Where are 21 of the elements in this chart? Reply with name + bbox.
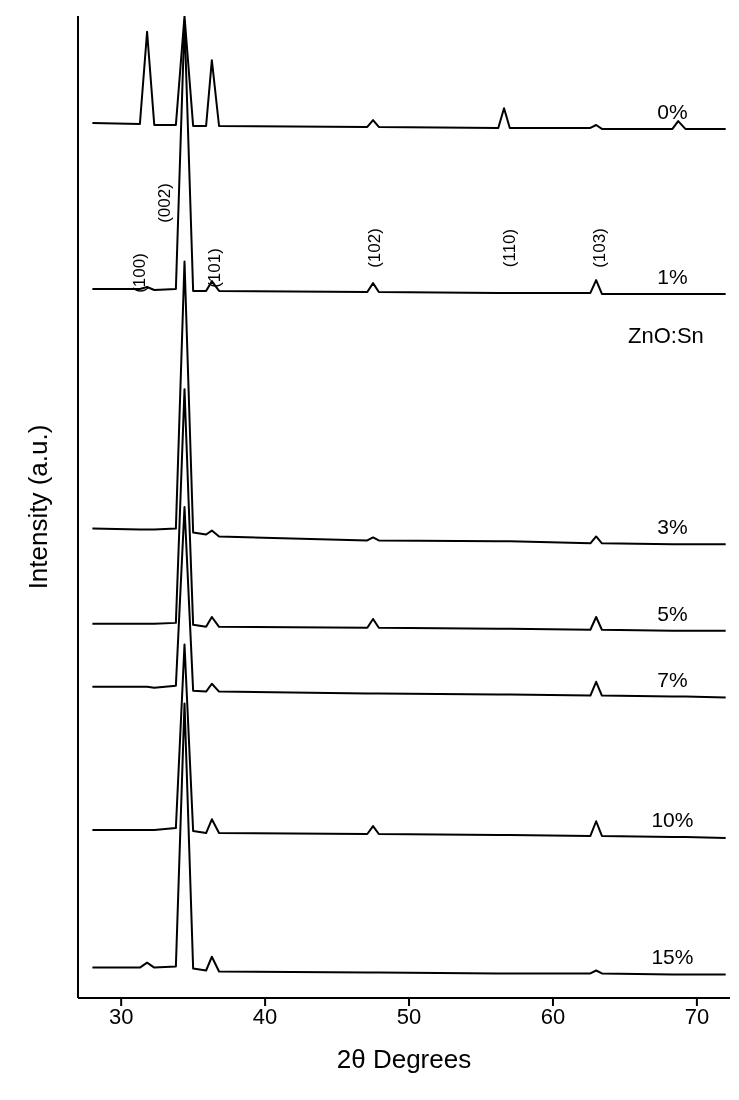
x-tick-label: 70 [684, 1003, 710, 1029]
x-tick-label: 30 [108, 1003, 134, 1029]
x-tick-label: 40 [252, 1003, 278, 1029]
series-label: 10% [651, 807, 694, 831]
x-axis-title: 2θ Degrees [336, 1044, 472, 1074]
x-tick-label: 50 [396, 1003, 422, 1029]
annotation: (102) [365, 227, 385, 270]
annotation: (100) [130, 252, 150, 295]
series-label: 3% [657, 515, 688, 539]
annotation: (101) [205, 247, 225, 290]
series-label: 1% [657, 264, 688, 288]
x-tick-label: 60 [540, 1003, 566, 1029]
series-label: 7% [657, 667, 688, 691]
series-label: 15% [651, 945, 694, 969]
annotation: (002) [155, 182, 175, 225]
series-label: 5% [657, 601, 688, 625]
annotation: ZnO:Sn [628, 323, 704, 349]
annotation: (110) [500, 227, 520, 270]
series-label: 0% [657, 99, 688, 123]
y-axis-title: Intensity (a.u.) [23, 424, 54, 590]
annotation: (103) [590, 227, 610, 270]
